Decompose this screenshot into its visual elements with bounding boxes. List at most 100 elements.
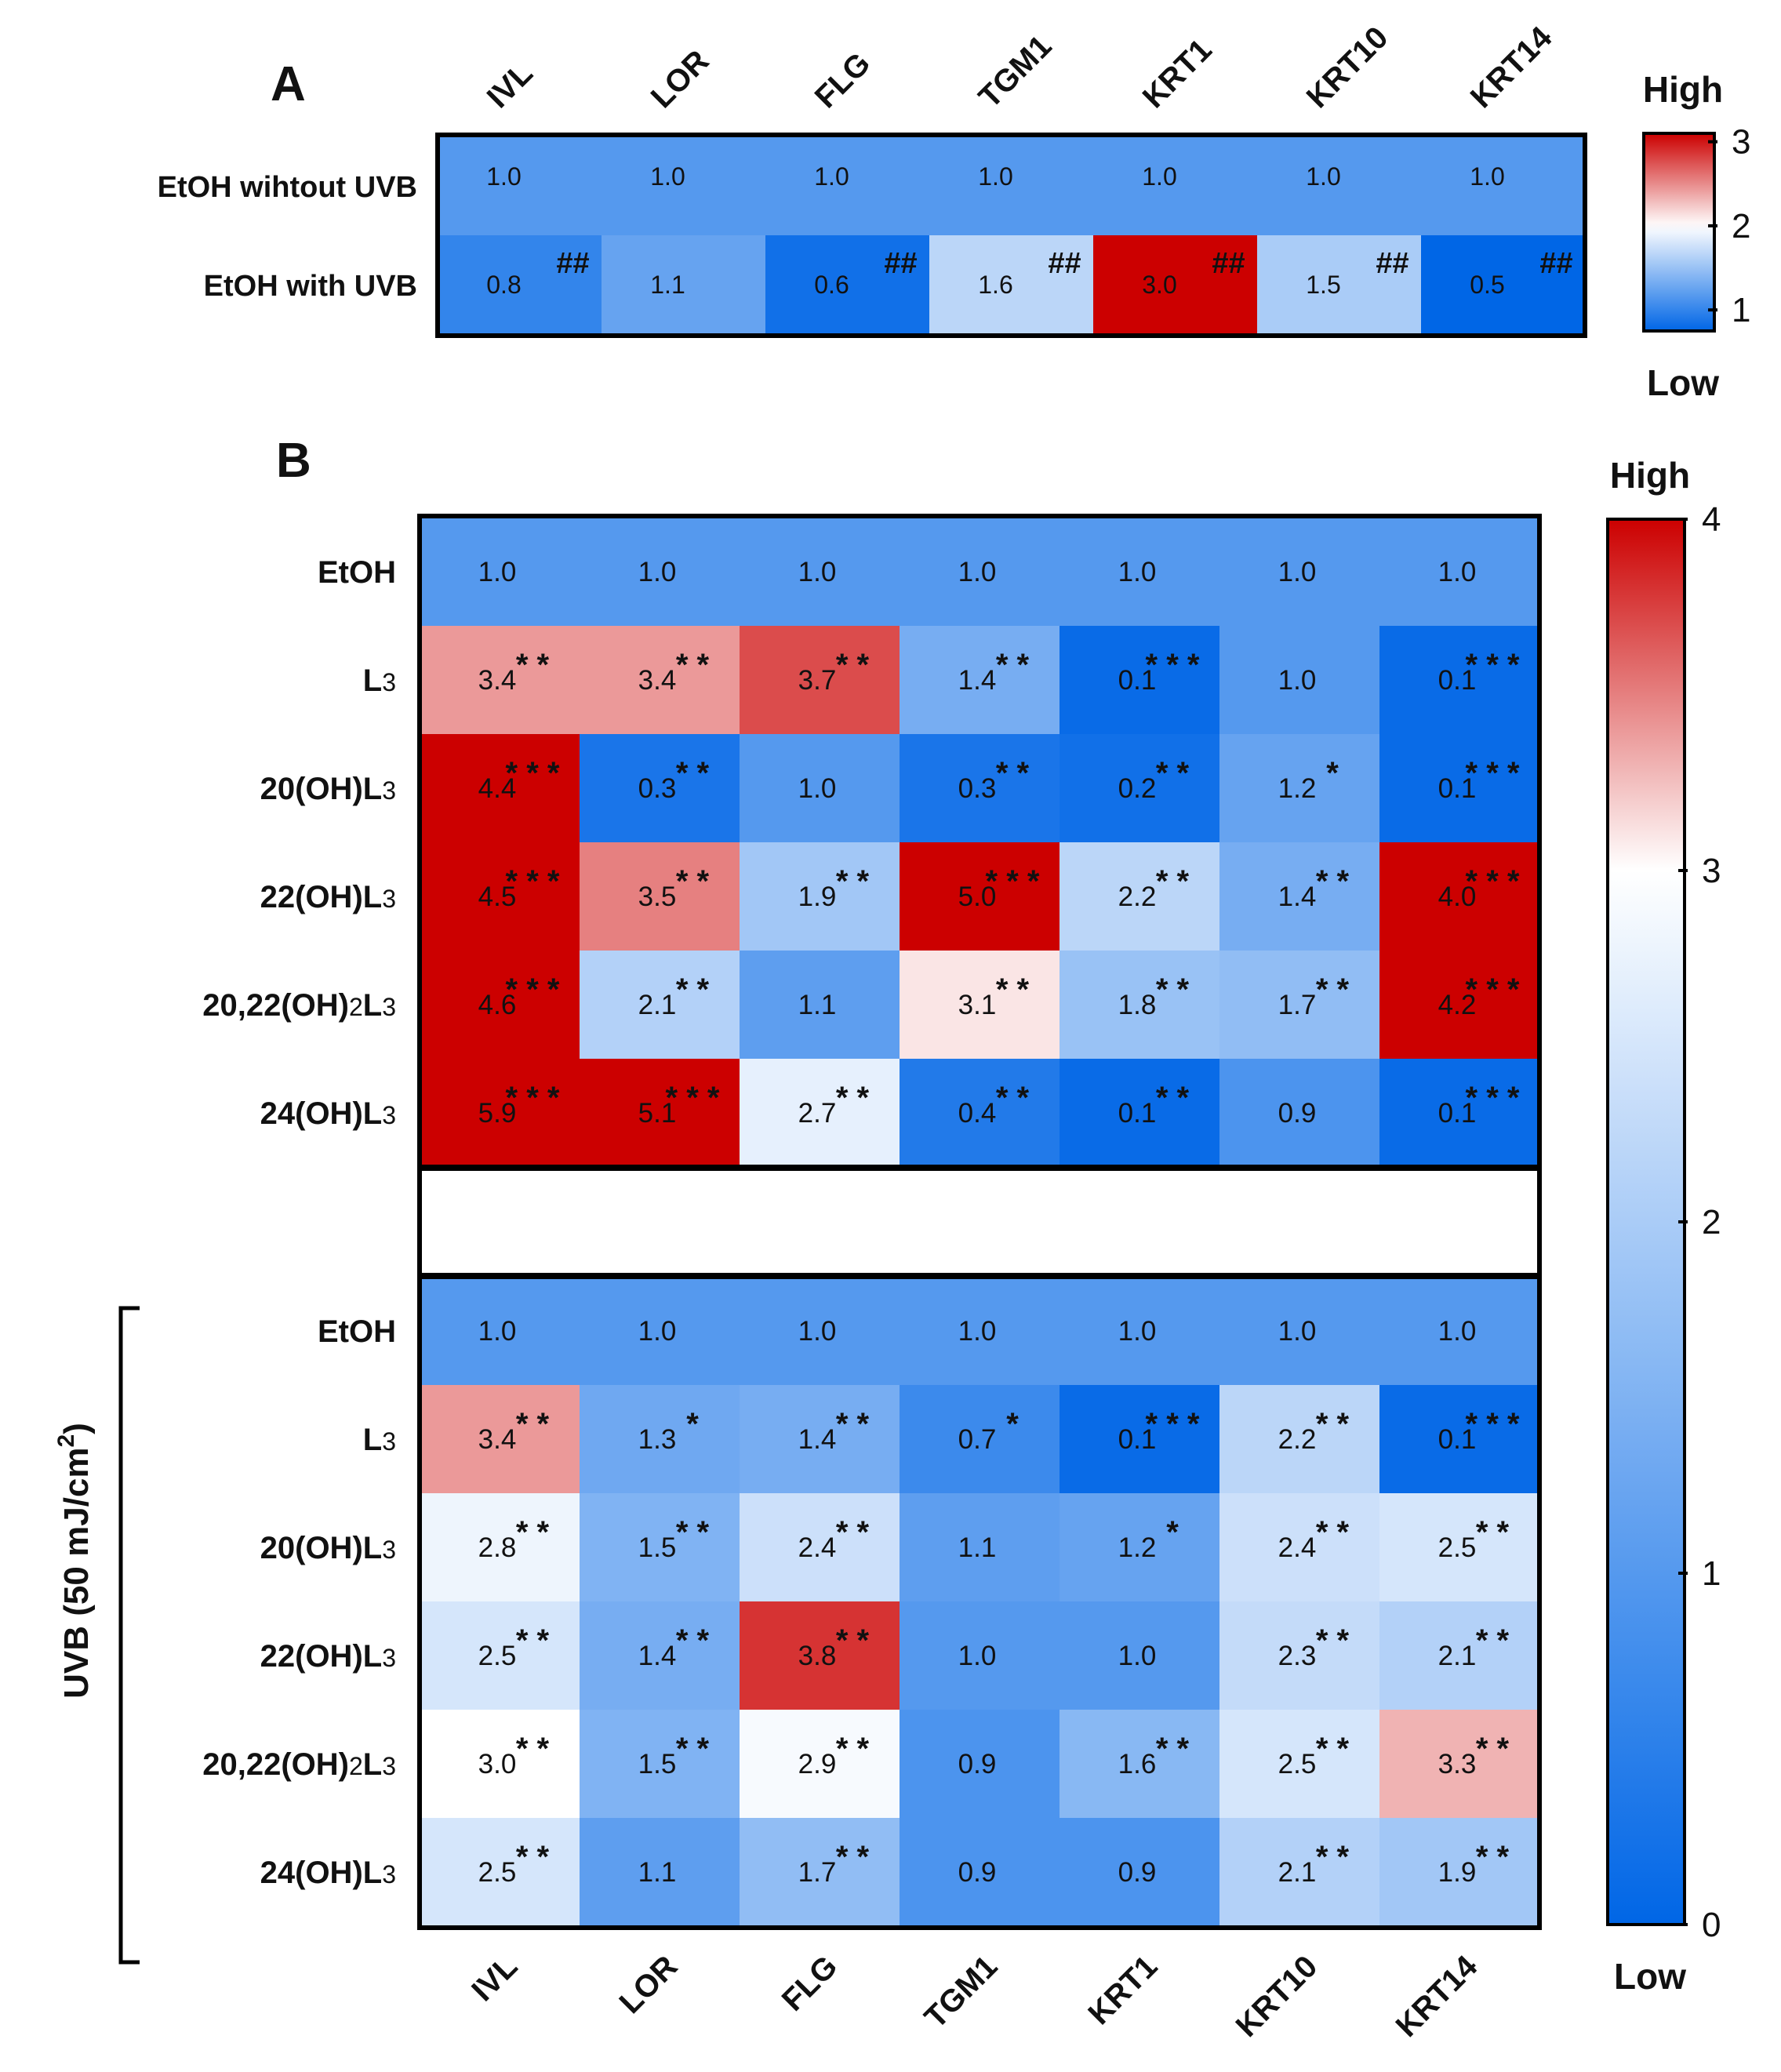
panel-b-significance-mark: * * *	[1466, 972, 1520, 1007]
panel-b-cell-value: 4.0	[1438, 882, 1477, 912]
panel-b-cell-value: 1.4	[798, 1424, 837, 1455]
panel-b-cell	[420, 518, 580, 627]
panel-b-cell	[1219, 1601, 1380, 1710]
panel-a-colorbar-tick-label: 3	[1732, 123, 1750, 162]
panel-b-cell-value: 1.4	[638, 1641, 677, 1671]
uvb-group-label: UVB (50 mJ/cm2)	[53, 1423, 96, 1699]
panel-b-significance-mark: * *	[996, 648, 1030, 682]
panel-a-cell-value: 0.5	[1470, 271, 1504, 299]
panel-b-significance-mark: * *	[516, 1407, 550, 1441]
panel-b-row-label: 22(OH)L3	[260, 880, 396, 914]
panel-b-cell	[580, 842, 740, 951]
panel-b-significance-mark: * * *	[666, 1081, 720, 1115]
panel-b-cell	[1060, 626, 1220, 735]
panel-b-cell-value: 0.3	[958, 773, 997, 804]
panel-b-significance-mark: * *	[996, 756, 1030, 791]
panel-b-cell-value: 0.1	[1118, 1424, 1157, 1455]
panel-b-significance-mark: * *	[516, 1732, 550, 1766]
panel-b-cell	[420, 1710, 580, 1819]
panel-b-significance-mark: * *	[1316, 1623, 1350, 1658]
panel-b-letter: B	[276, 434, 311, 488]
panel-b-row-label: 24(OH)L3	[260, 1856, 396, 1890]
panel-b-cell	[1379, 626, 1540, 735]
panel-b-significance-mark: * *	[836, 1840, 870, 1874]
panel-a-cell-value: 0.6	[814, 271, 849, 299]
panel-b-significance-mark: * *	[1316, 1840, 1350, 1874]
panel-a-cell-value: 1.1	[650, 271, 685, 299]
panel-b-cell-value: 0.1	[1438, 1098, 1477, 1129]
panel-b-cell	[900, 626, 1060, 735]
panel-b-significance-mark: * *	[836, 1623, 870, 1658]
panel-b-cell-value: 1.8	[1118, 990, 1157, 1020]
panel-b-significance-mark: * *	[1316, 1515, 1350, 1550]
panel-b-cell-value: 0.1	[1438, 1424, 1477, 1455]
panel-b-cell	[420, 1493, 580, 1602]
panel-b-cell-value: 0.7	[958, 1424, 997, 1455]
panel-b-cell-value: 1.0	[478, 1316, 517, 1347]
panel-a-letter: A	[271, 57, 306, 111]
panel-b-cell-value: 2.5	[1438, 1532, 1477, 1563]
panel-b-significance-mark: * * *	[1146, 1407, 1200, 1441]
panel-b-cell	[580, 1385, 740, 1494]
panel-b-heatmap: EtOH 1.0 1.0 1.0 1.0 1.0 1.0 1.0L3 3.4 * * 3.4 * * 3…	[53, 514, 1542, 2044]
panel-b-cell	[740, 734, 900, 843]
panel-a-cell	[765, 136, 930, 236]
panel-b-cell-value: 1.0	[798, 557, 837, 587]
panel-b-cell	[1060, 1493, 1220, 1602]
panel-b-cell	[740, 1818, 900, 1927]
panel-b-col-label-krt1: KRT1	[1081, 1949, 1164, 2031]
panel-b-cell-value: 1.2	[1118, 1532, 1157, 1563]
panel-b-significance-mark: * *	[1156, 756, 1190, 791]
panel-a-cell	[1257, 136, 1422, 236]
panel-a-colorbar: High Low 3 2 1	[1642, 69, 1750, 403]
panel-b-cell-value: 1.6	[1118, 1749, 1157, 1779]
panel-a-colorbar-title: High	[1643, 69, 1723, 110]
panel-b-significance-mark: * *	[836, 648, 870, 682]
panel-a-col-label-krt1: KRT1	[1136, 32, 1219, 115]
panel-b-cell	[580, 626, 740, 735]
panel-b-cell-value: 3.5	[638, 882, 677, 912]
panel-b-significance-mark: * *	[1156, 864, 1190, 899]
panel-b-significance-mark: * *	[1156, 1732, 1190, 1766]
panel-b-significance-mark: * * *	[986, 864, 1040, 899]
panel-b-cell-value: 4.2	[1438, 990, 1477, 1020]
panel-b-col-label-ivl: IVL	[465, 1949, 524, 2008]
panel-b-cell-value: 5.9	[478, 1098, 517, 1129]
panel-a-cell	[929, 235, 1094, 335]
panel-b-significance-mark: * *	[676, 972, 710, 1007]
panel-b-significance-mark: *	[1006, 1407, 1019, 1441]
panel-b-cell-value: 1.3	[638, 1424, 677, 1455]
panel-b-cell	[1219, 626, 1380, 735]
panel-b-cell-value: 1.2	[1278, 773, 1317, 804]
panel-b-significance-mark: * *	[676, 1732, 710, 1766]
panel-a-heatmap: IVL LOR FLG TGM1 KRT1 KRT10 KRT14 EtOH wihtout …	[158, 20, 1587, 338]
panel-b-cell-value: 1.0	[958, 1641, 997, 1671]
panel-b-cell-value: 0.4	[958, 1098, 997, 1129]
panel-b-significance-mark: * *	[516, 1515, 550, 1550]
panel-b-cell	[900, 842, 1060, 951]
panel-b-cell-value: 2.9	[798, 1749, 837, 1779]
panel-a-cell-value: 1.5	[1306, 271, 1340, 299]
panel-b-col-label-lor: LOR	[613, 1949, 685, 2020]
panel-b-cell-value: 0.3	[638, 773, 677, 804]
panel-b-significance-mark: *	[1326, 756, 1339, 791]
panel-b-cell	[580, 518, 740, 627]
panel-b-cell-value: 2.3	[1278, 1641, 1317, 1671]
panel-b-cell	[1379, 1059, 1540, 1168]
panel-a-cell-value: 1.0	[978, 162, 1012, 191]
panel-a-cell	[929, 136, 1094, 236]
panel-b-cell	[740, 518, 900, 627]
panel-b-cell	[1219, 1818, 1380, 1927]
panel-b-significance-mark: * * *	[1146, 648, 1200, 682]
panel-b-significance-mark: * *	[516, 1840, 550, 1874]
panel-b-cell	[1219, 951, 1380, 1060]
panel-b-cell	[580, 951, 740, 1060]
panel-b-cell	[1379, 734, 1540, 843]
panel-a-colorbar-gradient	[1642, 132, 1716, 333]
panel-b-cell	[1379, 1493, 1540, 1602]
panel-b-cell	[1060, 1601, 1220, 1710]
panel-b-cell	[1379, 1601, 1540, 1710]
panel-b-cell	[1219, 734, 1380, 843]
panel-b-significance-mark: * *	[1156, 972, 1190, 1007]
